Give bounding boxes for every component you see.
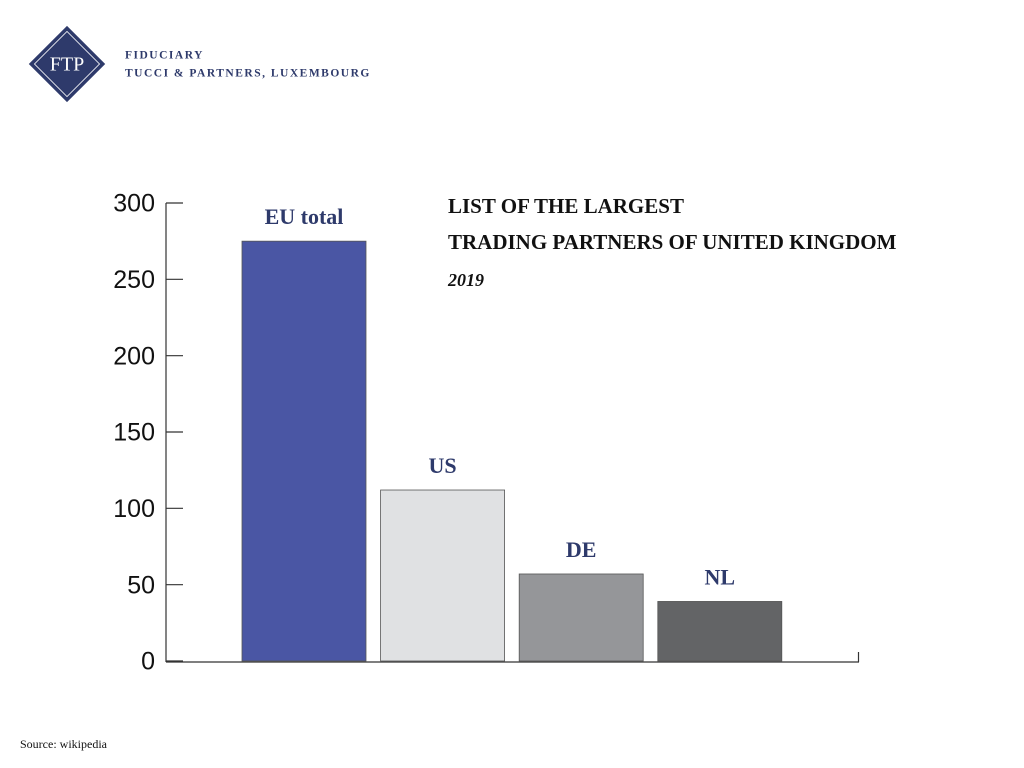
y-tick-label: 250	[113, 266, 155, 294]
y-tick-label: 150	[113, 419, 155, 447]
category-label: US	[429, 453, 457, 478]
chart-title: LIST OF THE LARGEST	[448, 194, 684, 218]
category-label: DE	[566, 537, 597, 562]
chart-title: TRADING PARTNERS OF UNITED KINGDOM	[448, 230, 897, 254]
y-tick-label: 100	[113, 495, 155, 523]
chart-subtitle: 2019	[447, 270, 484, 290]
firm-line: FIDUCIARY	[125, 50, 204, 62]
bar	[241, 240, 367, 662]
bar	[518, 573, 644, 662]
y-tick-label: 50	[127, 571, 155, 599]
y-tick-label: 0	[141, 648, 155, 676]
logo-text: FTP	[50, 54, 84, 76]
category-label: EU total	[265, 204, 344, 229]
y-tick-label: 300	[113, 190, 155, 218]
logo: FTP	[28, 25, 106, 103]
firm-line: TUCCI & PARTNERS, LUXEMBOURG	[125, 68, 371, 80]
category-label: NL	[705, 565, 736, 590]
bar	[380, 489, 506, 662]
source-note: Source: wikipedia	[20, 737, 108, 751]
y-tick-label: 200	[113, 342, 155, 370]
bar	[657, 601, 783, 662]
logo-frame	[33, 30, 101, 98]
